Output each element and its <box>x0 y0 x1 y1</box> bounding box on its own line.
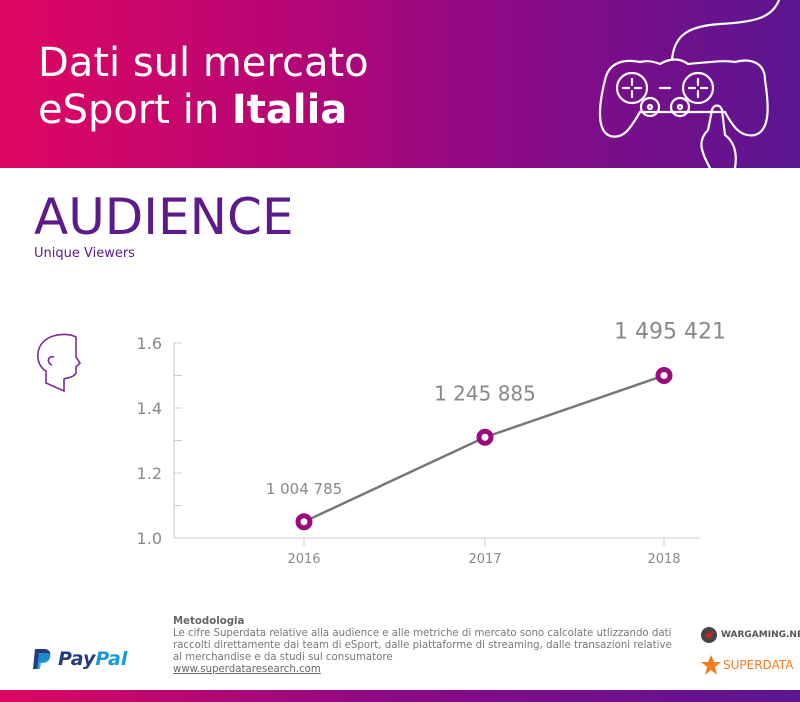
title-bold: Italia <box>231 87 348 133</box>
x-tick-label: 2017 <box>468 552 501 567</box>
data-point <box>295 513 313 531</box>
methodology-heading: Metodologia <box>173 616 245 627</box>
line-chart: 1.0 1.2 1.4 1.6 2016 2017 2018 1 004 785 1 245 … <box>137 320 726 568</box>
paypal-wordmark: PayPal <box>58 648 128 670</box>
wargaming-text: WARGAMING.NET <box>721 630 800 640</box>
header-banner: Dati sul mercato eSport in Italia <box>0 0 800 168</box>
paypal-logo: PayPal <box>32 648 127 670</box>
y-tick-label: 1.6 <box>137 334 162 353</box>
wargaming-logo: WARGAMING.NET <box>700 626 800 644</box>
superdata-link[interactable]: www.superdataresearch.com <box>173 664 321 675</box>
methodology-text: Le cifre Superdata relative alla audienc… <box>173 628 672 663</box>
section-title: AUDIENCE <box>34 188 294 246</box>
page-title: Dati sul mercato eSport in Italia <box>38 40 369 134</box>
title-line-2: eSport in Italia <box>38 87 369 134</box>
title-prefix: eSport in <box>38 87 232 133</box>
y-tick-label: 1.2 <box>137 464 162 483</box>
chart-marks: 1 004 785 1 245 885 1 495 421 <box>266 320 726 531</box>
y-tick-label: 1.0 <box>137 529 162 548</box>
title-line-1: Dati sul mercato <box>38 40 369 86</box>
x-tick-label: 2016 <box>287 552 320 567</box>
section-subtitle: Unique Viewers <box>34 246 135 261</box>
data-label: 1 245 885 <box>434 381 536 405</box>
data-label: 1 495 421 <box>614 320 726 345</box>
methodology-note: Metodologia Le cifre Superdata relative … <box>173 616 673 676</box>
superdata-text: SUPERDATA <box>723 658 794 672</box>
chart-axes: 1.0 1.2 1.4 1.6 2016 2017 2018 <box>137 334 700 567</box>
game-controller-icon <box>598 0 781 168</box>
data-point <box>476 428 494 446</box>
x-tick-label: 2018 <box>647 552 680 567</box>
data-point <box>655 367 673 384</box>
data-label: 1 004 785 <box>266 480 342 498</box>
footer-bar <box>0 690 800 702</box>
paypal-p-icon <box>33 649 51 669</box>
head-profile-icon <box>37 333 82 393</box>
wargaming-emblem-icon <box>701 627 717 643</box>
y-tick-label: 1.4 <box>137 399 162 418</box>
superdata-logo: SUPERDATA <box>700 654 793 676</box>
star-icon <box>701 655 721 675</box>
